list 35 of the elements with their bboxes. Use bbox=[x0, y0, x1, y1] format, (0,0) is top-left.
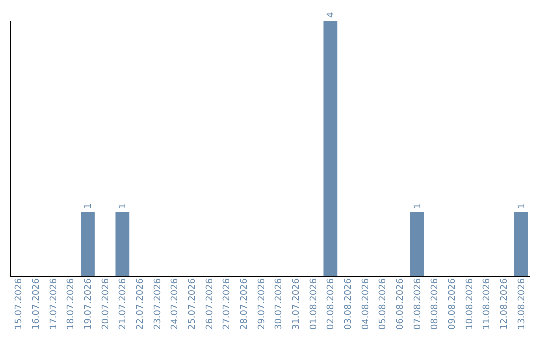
x-tick-label: 08.08.2026 bbox=[430, 278, 441, 330]
x-tick-label: 31.07.2026 bbox=[292, 278, 302, 330]
data-label: 4 bbox=[326, 12, 337, 18]
x-tick-label: 20.07.2026 bbox=[101, 278, 112, 330]
data-label: 1 bbox=[118, 204, 129, 210]
x-tick-label: 06.08.2026 bbox=[396, 278, 406, 330]
x-tick-label: 30.07.2026 bbox=[274, 278, 285, 330]
x-tick-label: 03.08.2026 bbox=[344, 278, 354, 330]
x-tick-label: 28.07.2026 bbox=[240, 278, 250, 330]
x-tick-label: 02.08.2026 bbox=[326, 278, 337, 330]
x-tick-label: 23.07.2026 bbox=[153, 278, 164, 330]
x-tick-label: 05.08.2026 bbox=[378, 278, 389, 330]
x-tick-label: 11.08.2026 bbox=[482, 278, 493, 330]
data-label: 1 bbox=[84, 204, 94, 210]
data-label: 1 bbox=[517, 204, 528, 210]
x-tick-label: 22.07.2026 bbox=[136, 278, 146, 330]
x-tick-label: 04.08.2026 bbox=[361, 278, 372, 330]
x-tick-label: 17.07.2026 bbox=[49, 278, 60, 330]
x-tick-label: 26.07.2026 bbox=[205, 278, 216, 330]
x-tick-label: 07.08.2026 bbox=[413, 278, 424, 330]
x-tick-label: 19.07.2026 bbox=[84, 278, 94, 330]
x-tick-label: 16.07.2026 bbox=[32, 278, 42, 330]
x-tick-label: 21.07.2026 bbox=[118, 278, 129, 330]
x-tick-label: 12.08.2026 bbox=[500, 278, 510, 330]
x-tick-label: 24.07.2026 bbox=[170, 278, 181, 330]
x-tick-label: 13.08.2026 bbox=[517, 278, 528, 330]
x-tick-label: 27.07.2026 bbox=[222, 278, 233, 330]
x-tick-label: 09.08.2026 bbox=[448, 278, 458, 330]
x-tick-label: 18.07.2026 bbox=[66, 278, 77, 330]
x-tick-label: 10.08.2026 bbox=[465, 278, 476, 330]
x-tick-label: 01.08.2026 bbox=[309, 278, 320, 330]
x-tick-label: 15.07.2026 bbox=[14, 278, 25, 330]
x-tick-label: 29.07.2026 bbox=[257, 278, 268, 330]
data-label: 1 bbox=[413, 204, 424, 210]
x-tick-label: 25.07.2026 bbox=[188, 278, 198, 330]
